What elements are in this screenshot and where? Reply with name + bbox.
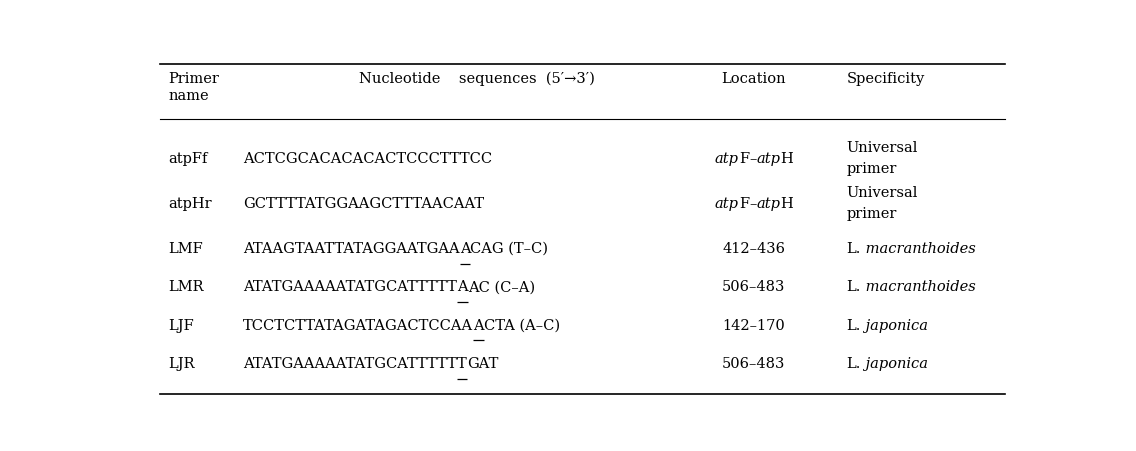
Text: atp: atp [715,152,738,165]
Text: japonica: japonica [861,356,928,370]
Text: GAT: GAT [467,356,499,370]
Text: 412–436: 412–436 [722,242,785,256]
Text: LMR: LMR [168,280,204,294]
Text: F: F [738,197,749,211]
Text: AC (C–A): AC (C–A) [468,280,535,294]
Text: 142–170: 142–170 [722,318,785,332]
Text: ATAAGTAATTATAGGAATGAA: ATAAGTAATTATAGGAATGAA [243,242,460,256]
Text: LMF: LMF [168,242,203,256]
Text: L.: L. [846,280,861,294]
Text: ATATGAAAAATATGCATTTTT: ATATGAAAAATATGCATTTTT [243,280,457,294]
Text: atp: atp [757,197,780,211]
Text: Universal: Universal [846,186,918,200]
Text: ACTCGCACACACACTCCCTTTCC: ACTCGCACACACACTCCCTTTCC [243,152,492,165]
Text: F: F [738,152,749,165]
Text: primer: primer [846,207,896,221]
Text: atpFf: atpFf [168,152,208,165]
Text: H: H [780,197,793,211]
Text: LJF: LJF [168,318,194,332]
Text: 506–483: 506–483 [722,280,786,294]
Text: L.: L. [846,356,861,370]
Text: –: – [749,152,757,165]
Text: LJR: LJR [168,356,195,370]
Text: ATATGAAAAATATGCATTTTT: ATATGAAAAATATGCATTTTT [243,356,457,370]
Text: CTA (A–C): CTA (A–C) [484,318,560,332]
Text: H: H [780,152,793,165]
Text: 506–483: 506–483 [722,356,786,370]
Text: atp: atp [757,152,780,165]
Text: primer: primer [846,162,896,176]
Text: Location: Location [721,71,786,85]
Text: atp: atp [715,197,738,211]
Text: L.: L. [846,242,861,256]
Text: macranthoides: macranthoides [861,280,976,294]
Text: Primer
name: Primer name [168,71,219,103]
Text: japonica: japonica [861,318,928,332]
Text: Universal: Universal [846,141,918,155]
Text: Specificity: Specificity [846,71,925,85]
Text: A: A [457,280,468,294]
Text: macranthoides: macranthoides [861,242,976,256]
Text: TCCTCTTATAGATAGACTCCAA: TCCTCTTATAGATAGACTCCAA [243,318,474,332]
Text: Nucleotide    sequences  (5′→3′): Nucleotide sequences (5′→3′) [359,71,594,86]
Text: GCTTTTATGGAAGCTTTAACAAT: GCTTTTATGGAAGCTTTAACAAT [243,197,484,211]
Text: T: T [457,356,467,370]
Text: A: A [474,318,484,332]
Text: A: A [460,242,470,256]
Text: –: – [749,197,757,211]
Text: atpHr: atpHr [168,197,212,211]
Text: L.: L. [846,318,861,332]
Text: CAG (T–C): CAG (T–C) [470,242,549,256]
